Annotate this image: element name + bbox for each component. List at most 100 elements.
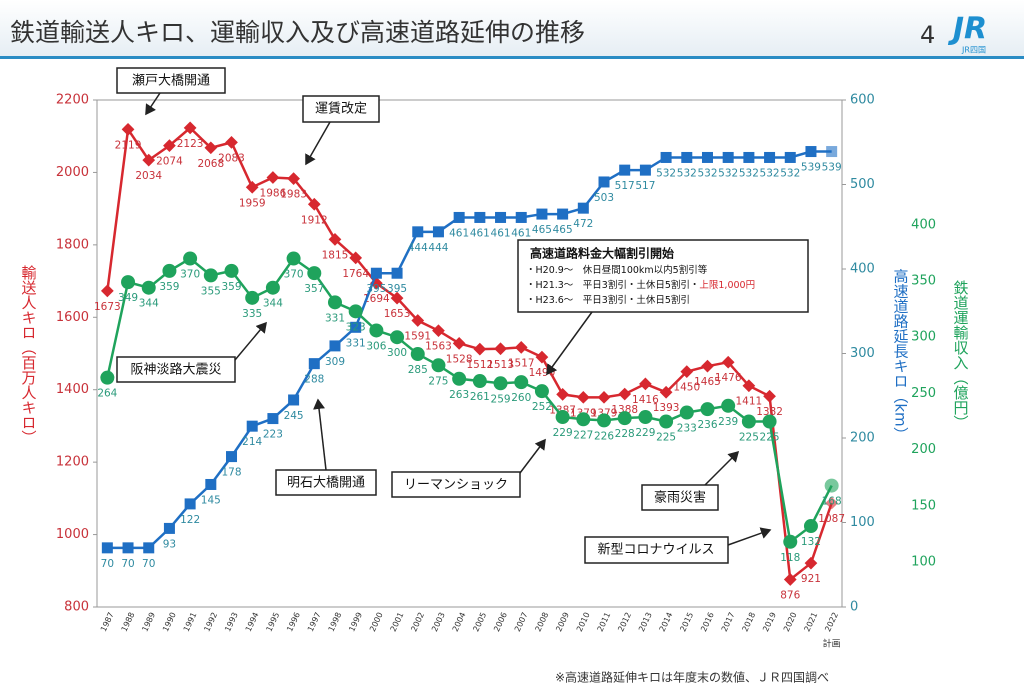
x-tick-label: 2007 [513,611,530,633]
data-label: 306 [366,340,386,352]
footnote: ※高速道路延伸キロは年度末の数値、ＪＲ四国調べ [555,670,829,685]
data-label: 532 [780,167,800,179]
data-label: 331 [346,337,366,349]
logo: JR [948,12,987,47]
marker [162,263,177,278]
x-tick-label: 1989 [140,611,157,633]
data-label: 214 [242,436,262,448]
x-tick-label: 2018 [740,611,757,633]
data-label: 2068 [197,158,224,170]
logo-sub: JR四国 [961,46,986,55]
marker [764,151,776,163]
data-label: 225 [739,432,759,444]
marker [329,340,341,352]
data-label: 233 [677,423,697,435]
tick-label: 2200 [56,93,89,108]
marker [143,542,155,554]
data-label: 1476 [715,372,742,384]
annotation: 明石大橋開通 [287,476,365,491]
data-label: 1653 [384,308,411,320]
data-label: 2083 [218,152,245,164]
marker [266,171,280,184]
page-title: 鉄道輸送人キロ、運輸収入及び高速道路延伸の推移 [10,18,585,47]
marker [184,498,196,510]
marker [556,388,569,401]
data-label: 1912 [301,214,328,226]
x-tick-label: 2022 [823,611,840,633]
data-label: 227 [573,429,593,441]
marker [225,136,238,149]
data-label: 178 [221,467,241,479]
data-label: 260 [511,392,531,404]
marker [639,164,651,176]
data-label: 261 [470,391,490,403]
marker [141,280,156,295]
marker [121,275,136,290]
data-label: 70 [101,558,114,570]
tick-label: 1800 [56,237,89,252]
data-label: 532 [677,167,697,179]
tick-label: 500 [850,177,875,192]
x-tick-label: 1990 [161,611,178,633]
x-tick-label: 1997 [306,611,323,633]
data-label: 264 [97,388,117,400]
x-tick-label: 2003 [430,611,447,633]
data-label: 229 [635,427,655,439]
marker [348,304,363,319]
marker [101,542,113,554]
marker [122,542,134,554]
arrow [145,92,161,116]
data-label: 285 [408,364,428,376]
marker [432,226,444,238]
marker [577,202,589,214]
arrow [704,450,740,486]
x-tick-label: 2015 [678,611,695,633]
data-label: 517 [615,180,635,192]
x-tick-label: 1994 [244,611,261,633]
tick-label: 300 [850,346,875,361]
data-label: 461 [511,227,531,239]
x-tick-label: 2010 [575,611,592,633]
annotations: 瀬戸大橋開通 運賃改定 阪神淡路大震災 明石大橋開通 リーマンショック 豪雨災害… [116,67,809,564]
tick-label: 1000 [56,527,89,542]
tick-label: 100 [850,515,875,530]
data-label: 1393 [653,402,680,414]
discount-highlight: 上限1,000円 [699,280,755,291]
marker [763,389,776,403]
marker [183,251,198,266]
marker [183,121,197,135]
marker [390,291,404,305]
data-label: 226 [594,430,614,442]
data-label: 461 [470,227,490,239]
data-label: 2034 [135,170,162,182]
data-label: 323 [346,321,366,333]
data-label: 236 [697,419,717,431]
tick-label: 400 [850,262,875,277]
marker [494,342,507,356]
marker [660,151,672,163]
discount-line: ・H23.6～ 平日3割引・土休日5割引 [526,294,690,306]
data-label: 539 [822,162,842,174]
data-label: 225 [760,432,780,444]
x-tick-label: 2004 [451,611,468,633]
data-label: 472 [573,218,593,230]
marker [307,266,322,281]
marker [410,347,425,362]
data-label: 1379 [591,407,618,419]
discount-text: ・H21.3～ 平日3割引・土休日5割引・ [526,279,699,291]
data-label: 1815 [322,249,349,261]
axis-title: 輸送人キロ（百万人キロ） [20,265,38,445]
marker [826,146,838,158]
tick-label: 400 [911,217,936,232]
arrow [305,121,331,166]
marker [576,390,590,404]
marker [473,342,487,356]
marker [265,280,280,295]
discount-title: 高速道路料金大幅割引開始 [530,246,674,261]
data-label: 132 [801,536,821,548]
marker [639,377,652,391]
marker [700,402,715,417]
data-label: 239 [718,416,738,428]
data-label: 1673 [94,301,121,313]
